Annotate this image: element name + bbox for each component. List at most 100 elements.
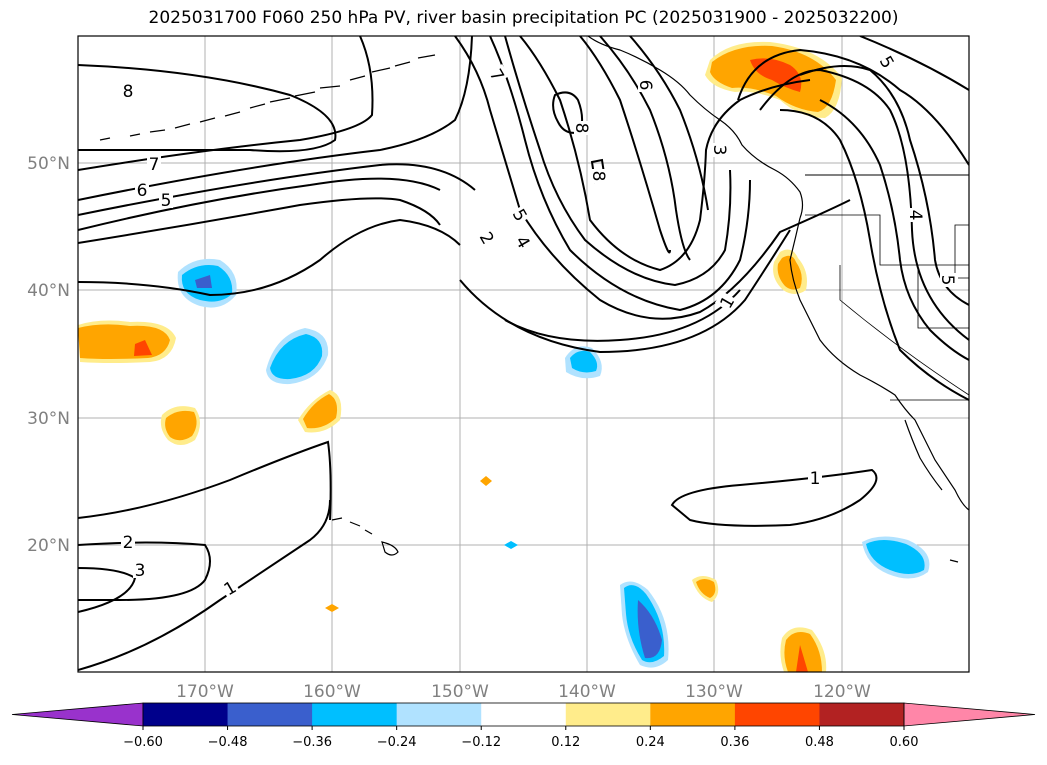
colorbar-tick-label: −0.60 [123, 735, 163, 750]
contour-trough-1c [504, 289, 741, 342]
contour-trough-2 [519, 36, 811, 272]
contour-label-bg [512, 230, 536, 253]
latitude-tick-labels: 50°N 40°N 30°N 20°N [27, 154, 70, 556]
lat-tick-20n: 20°N [27, 536, 70, 556]
contour-sw-1 [78, 499, 331, 671]
precip-dot-160w [325, 604, 339, 612]
colorbar-segment [565, 703, 651, 726]
contour-label-bg [147, 154, 161, 172]
contour-trough-3 [489, 36, 751, 312]
longitude-tick-labels: 170°W 160°W 150°W 140°W 130°W 120°W [176, 682, 871, 702]
lat-tick-30n: 30°N [27, 409, 70, 429]
colorbar-tick-label: −0.12 [461, 735, 501, 750]
contour-label-bg [135, 180, 149, 198]
colorbar-extend-high [903, 702, 1036, 727]
contour-label-bg [908, 208, 926, 222]
colorbar-tick-label: −0.36 [292, 735, 332, 750]
lon-tick-170w: 170°W [176, 682, 234, 702]
lon-tick-130w: 130°W [685, 682, 743, 702]
contour-label-bg [638, 78, 656, 92]
colorbar-segment [650, 703, 736, 726]
colorbar-segment [396, 703, 482, 726]
colorbar-segment [481, 703, 567, 726]
contour-2-west [78, 218, 461, 297]
colorbar-tick-label: 0.60 [890, 735, 919, 750]
contour-trough-6 [599, 36, 691, 261]
contour-1-subtropic [670, 468, 878, 527]
contour-east-f [859, 36, 969, 91]
contour-label-bg [159, 190, 173, 208]
pv-contours [78, 36, 969, 671]
colorbar-extend-low [11, 702, 144, 727]
contour-label-pv-8-west: 8 [123, 82, 134, 102]
contour-label-bg [574, 121, 592, 135]
colorbar-frame [142, 702, 905, 727]
contour-3-west [78, 197, 441, 244]
lon-tick-140w: 140°W [558, 682, 616, 702]
contour-label-bg [121, 532, 135, 550]
contour-label-pv-8-closed-a: 8 [571, 123, 591, 134]
lon-tick-160w: 160°W [303, 682, 361, 702]
contour-label-pv-3-coast: 3 [709, 145, 729, 156]
contour-trough-5 [579, 36, 671, 254]
colorbar-segment [819, 703, 905, 726]
contour-label-bg [476, 226, 500, 249]
contour-sw-2 [78, 440, 332, 521]
map-frame [77, 35, 970, 673]
contour-label-bg [486, 63, 510, 86]
colorbar-segment [734, 703, 820, 726]
us-west-coast [789, 217, 969, 511]
contour-label-pv-6-west: 6 [137, 181, 148, 201]
contour-label-bg [121, 81, 135, 99]
colorbar-tick-label: −0.48 [208, 735, 248, 750]
contour-label-pv-7-west: 7 [149, 155, 160, 175]
colorbar-segment [312, 703, 398, 726]
contour-trough-1 [454, 36, 851, 320]
colorbar-segment [227, 703, 313, 726]
colorbar-tick-label: −0.24 [377, 735, 417, 750]
contour-trough-7 [629, 36, 709, 211]
baja-california [904, 419, 959, 563]
contour-label-pv-2-southwest: 2 [123, 533, 134, 553]
contour-8-west [78, 64, 337, 153]
colorbar-tick-label: 0.48 [805, 735, 834, 750]
contour-label-bg [876, 50, 900, 73]
contour-label-bg [509, 203, 533, 226]
lat-tick-50n: 50°N [27, 154, 70, 174]
contour-label-pv-8-closed-b: 8 [588, 171, 608, 182]
contour-east-a [737, 48, 969, 166]
contour-east-d [779, 109, 969, 401]
contour-label-pv-5-west: 5 [161, 191, 172, 211]
contour-label-pv-3-southwest: 3 [135, 561, 146, 581]
colorbar-segment [143, 703, 229, 726]
colorbar-tick-label: 0.24 [636, 735, 665, 750]
contour-label-bg [714, 290, 738, 313]
contour-label-bg [712, 143, 730, 157]
contour-4-west [78, 177, 441, 231]
contour-label-pv-4-east: 4 [905, 210, 925, 221]
contour-6-west [78, 36, 473, 201]
contour-label-bg [940, 273, 958, 287]
contour-sw-3 [78, 541, 211, 602]
contour-label-bg [133, 560, 147, 578]
hawaii [331, 517, 399, 556]
contour-label-pv-6-coast: 6 [635, 80, 655, 91]
contour-east-c [799, 65, 969, 306]
contour-label-bg [591, 169, 609, 183]
lat-tick-40n: 40°N [27, 281, 70, 301]
colorbar-tick-label: 0.12 [551, 735, 580, 750]
precip-dot-148w [480, 476, 492, 486]
lon-tick-150w: 150°W [431, 682, 489, 702]
contour-trough-4 [504, 36, 732, 287]
contour-label-pv-5-east-b: 5 [937, 275, 957, 286]
contour-label-bg [808, 468, 822, 486]
colorbar-tick-label: 0.36 [720, 735, 749, 750]
map-background [78, 36, 969, 672]
contour-sw-4 [78, 567, 137, 613]
map-title: 2025031700 F060 250 hPa PV, river basin … [148, 8, 899, 28]
precip-dot-146w [504, 541, 518, 549]
aleutian-islands [99, 54, 436, 141]
colorbar: −0.60 −0.48 −0.36 −0.24 −0.12 0.12 0.24 0.36 0.4… [11, 702, 1036, 750]
contour-label-pv-1-subtropic: 1 [810, 469, 821, 489]
